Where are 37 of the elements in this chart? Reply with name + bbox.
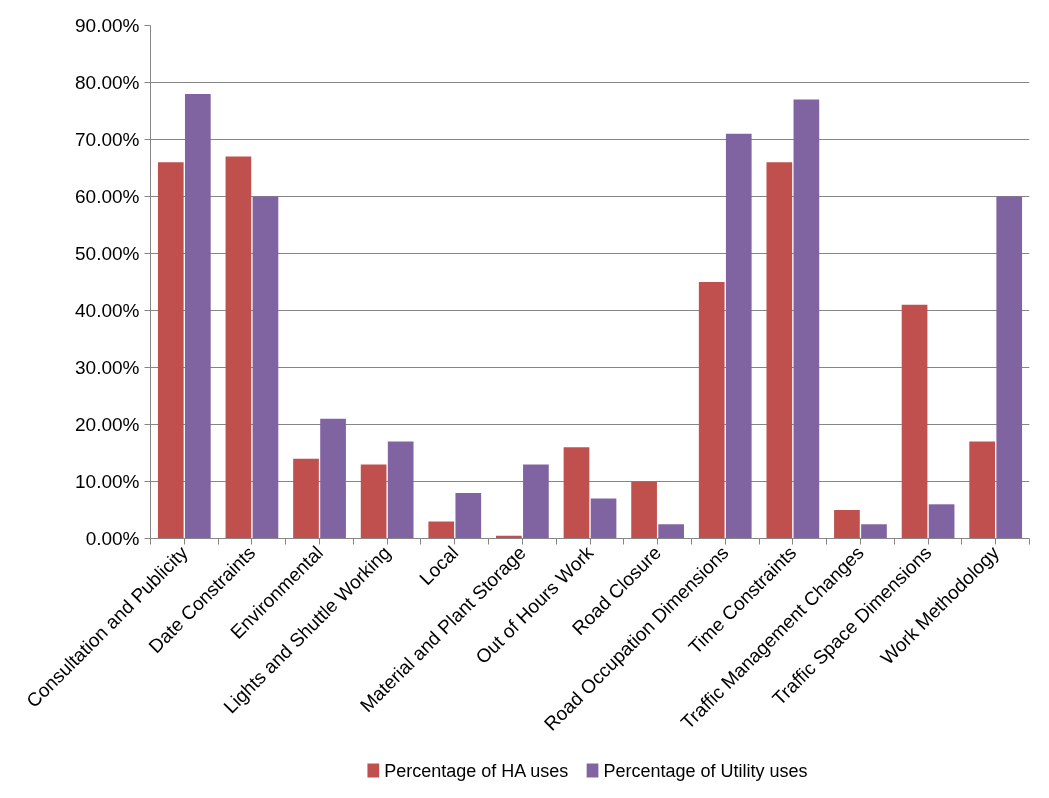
bar <box>928 504 955 539</box>
y-tick-label: 90.00% <box>75 15 140 36</box>
bar <box>969 441 996 539</box>
bar <box>157 162 184 539</box>
bar <box>590 498 617 539</box>
y-tick-label: 60.00% <box>75 186 140 207</box>
bar <box>293 458 319 539</box>
bar <box>428 521 455 539</box>
bar <box>861 524 887 539</box>
bar <box>834 510 860 539</box>
bar <box>901 304 928 539</box>
y-tick-label: 80.00% <box>75 72 140 93</box>
bar <box>631 481 657 539</box>
y-tick-label: 50.00% <box>75 243 140 264</box>
bar <box>184 93 211 539</box>
bar <box>320 418 346 539</box>
bar <box>360 464 387 539</box>
bar <box>455 492 482 539</box>
bar <box>793 99 820 539</box>
bar <box>523 464 549 539</box>
bar <box>387 441 414 539</box>
legend-label: Percentage of HA uses <box>384 760 569 781</box>
bar <box>252 196 279 539</box>
bar <box>698 282 725 539</box>
y-tick-label: 0.00% <box>85 528 140 549</box>
bar <box>225 156 252 539</box>
bar <box>658 524 684 539</box>
y-tick-label: 10.00% <box>75 471 140 492</box>
legend-label: Percentage of Utility uses <box>603 760 808 781</box>
y-tick-label: 20.00% <box>75 414 140 435</box>
y-tick-label: 30.00% <box>75 357 140 378</box>
y-tick-label: 70.00% <box>75 129 140 150</box>
y-tick-label: 40.00% <box>75 300 140 321</box>
bar <box>766 162 793 539</box>
bar <box>725 133 752 539</box>
bar <box>563 447 590 539</box>
bar <box>996 196 1023 539</box>
